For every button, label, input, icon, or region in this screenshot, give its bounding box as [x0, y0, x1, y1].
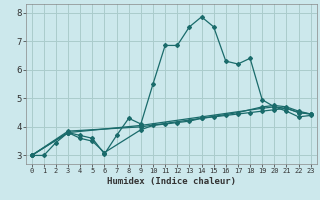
X-axis label: Humidex (Indice chaleur): Humidex (Indice chaleur) — [107, 177, 236, 186]
